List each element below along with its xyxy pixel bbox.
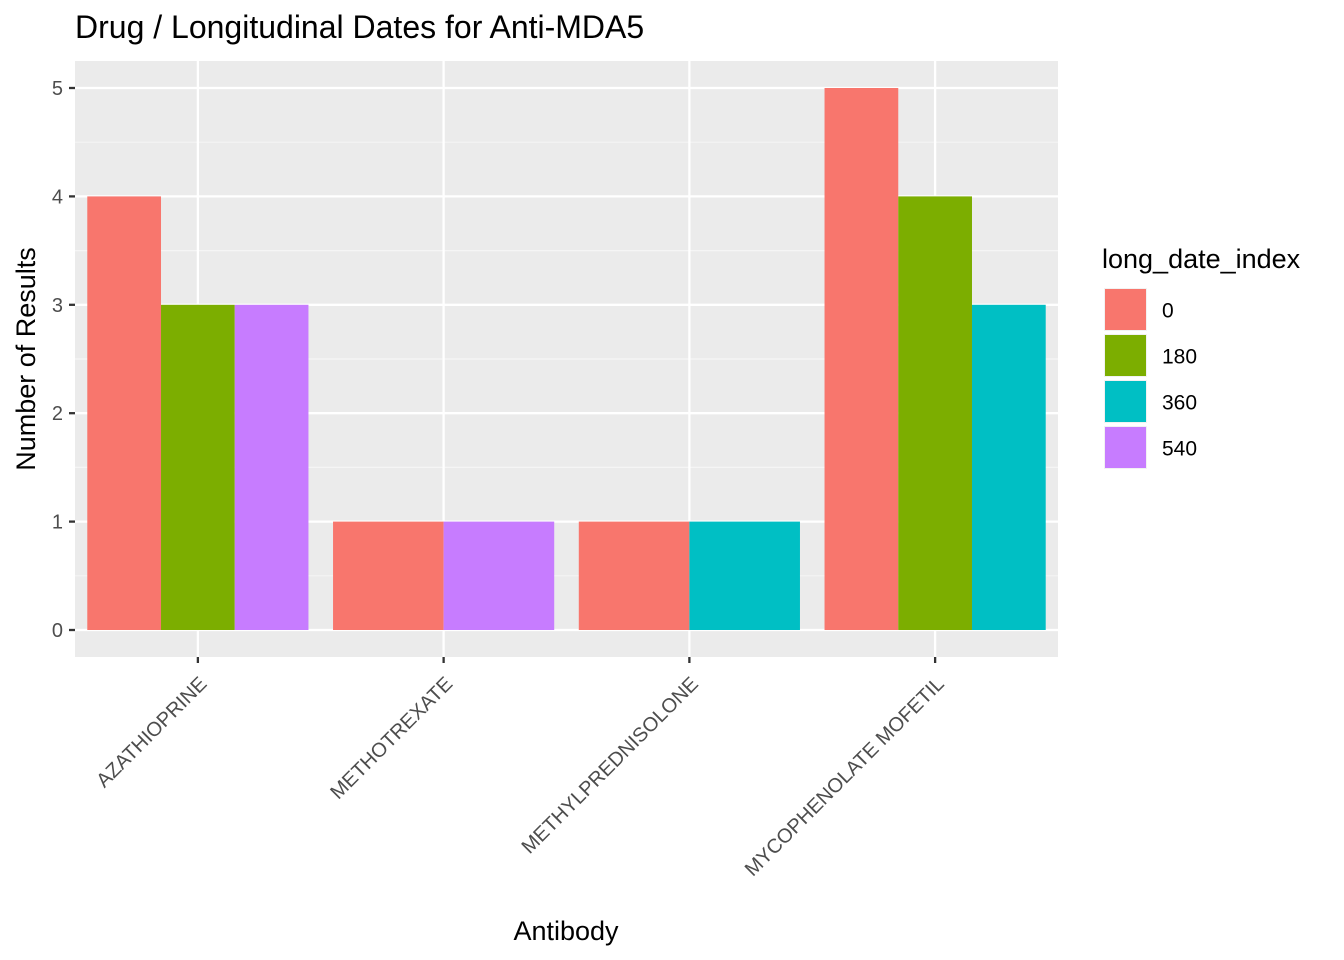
y-tick-label: 2 bbox=[52, 403, 63, 425]
bar-methylprednisolone-series-360 bbox=[689, 521, 800, 630]
bar-azathioprine-series-180 bbox=[161, 304, 235, 630]
y-axis: 0 1 2 3 4 5 bbox=[52, 78, 75, 642]
bar-mycophenolate-mofetil-series-0 bbox=[824, 88, 899, 630]
legend-key-0 bbox=[1105, 289, 1146, 330]
legend: long_date_index 0 180 360 540 bbox=[1102, 244, 1301, 469]
y-tick-label: 3 bbox=[52, 295, 63, 317]
x-tick-label: AZATHIOPRINE bbox=[92, 673, 211, 792]
x-axis-title: Antibody bbox=[513, 916, 619, 946]
bar-methylprednisolone-series-0 bbox=[578, 521, 690, 630]
bar-mycophenolate-mofetil-series-360 bbox=[971, 304, 1046, 630]
legend-key-540 bbox=[1105, 427, 1146, 468]
bars bbox=[87, 88, 1046, 630]
y-tick-label: 5 bbox=[52, 78, 63, 100]
bar-azathioprine-series-0 bbox=[87, 196, 162, 630]
legend-title: long_date_index bbox=[1102, 244, 1301, 274]
legend-key-180 bbox=[1105, 335, 1146, 376]
x-tick-label: METHYLPREDNISOLONE bbox=[518, 673, 703, 858]
bar-mycophenolate-mofetil-series-180 bbox=[898, 196, 972, 630]
legend-label-180: 180 bbox=[1162, 346, 1197, 369]
chart-title: Drug / Longitudinal Dates for Anti-MDA5 bbox=[75, 9, 644, 45]
y-tick-label: 4 bbox=[52, 186, 63, 208]
x-tick-label: METHOTREXATE bbox=[326, 673, 457, 804]
legend-label-0: 0 bbox=[1162, 300, 1174, 323]
legend-label-360: 360 bbox=[1162, 392, 1197, 415]
bar-methotrexate-series-540 bbox=[443, 521, 555, 630]
x-axis: AZATHIOPRINE METHOTREXATE METHYLPREDNISOLO… bbox=[92, 657, 949, 881]
bar-azathioprine-series-540 bbox=[234, 304, 309, 630]
y-tick-label: 1 bbox=[52, 512, 63, 534]
bar-methotrexate-series-0 bbox=[333, 521, 444, 630]
x-tick-label: MYCOPHENOLATE MOFETIL bbox=[741, 673, 949, 881]
y-axis-title: Number of Results bbox=[11, 247, 41, 471]
y-tick-label: 0 bbox=[52, 620, 63, 642]
legend-label-540: 540 bbox=[1162, 438, 1197, 461]
legend-key-360 bbox=[1105, 381, 1146, 422]
